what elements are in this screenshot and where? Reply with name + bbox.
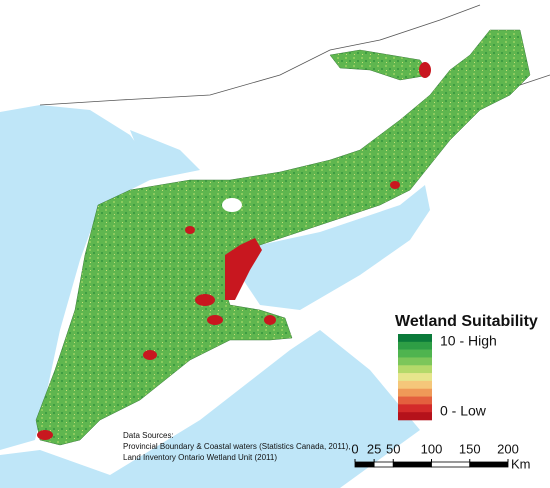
legend-swatch <box>398 349 432 358</box>
scale-segment <box>373 461 394 468</box>
legend-swatch <box>398 396 432 405</box>
legend-swatch <box>398 357 432 366</box>
legend-swatch <box>398 373 432 382</box>
scale-label: 25 <box>367 441 381 456</box>
legend-swatch <box>398 341 432 350</box>
scale-label: 100 <box>421 441 443 456</box>
land <box>35 29 531 446</box>
scale-label: 0 <box>351 441 358 456</box>
sources-line: Provincial Boundary & Coastal waters (St… <box>123 442 351 451</box>
legend-swatch <box>398 334 432 343</box>
scale-label: 200 <box>497 441 519 456</box>
water <box>0 105 430 488</box>
legend-swatch <box>398 365 432 374</box>
legend-swatch <box>398 388 432 397</box>
legend-title: Wetland Suitability <box>395 313 538 330</box>
scale-unit: Km <box>511 456 531 471</box>
legend <box>398 334 432 421</box>
sources-line: Land Inventory Ontario Wetland Unit (201… <box>123 453 277 462</box>
scale-label: 50 <box>386 441 400 456</box>
legend-high: 10 - High <box>440 333 497 349</box>
legend-low: 0 - Low <box>440 403 487 419</box>
legend-swatch <box>398 404 432 413</box>
scale-segment <box>431 461 471 468</box>
lake <box>222 198 242 212</box>
scale-label: 150 <box>459 441 481 456</box>
low-suitability-areas <box>37 62 431 440</box>
scale-segment <box>354 461 375 468</box>
scale-segment <box>392 461 432 468</box>
legend-swatch <box>398 380 432 390</box>
legend-swatch <box>398 412 432 421</box>
scale-segment <box>469 461 509 468</box>
sources-heading: Data Sources: <box>123 431 174 440</box>
